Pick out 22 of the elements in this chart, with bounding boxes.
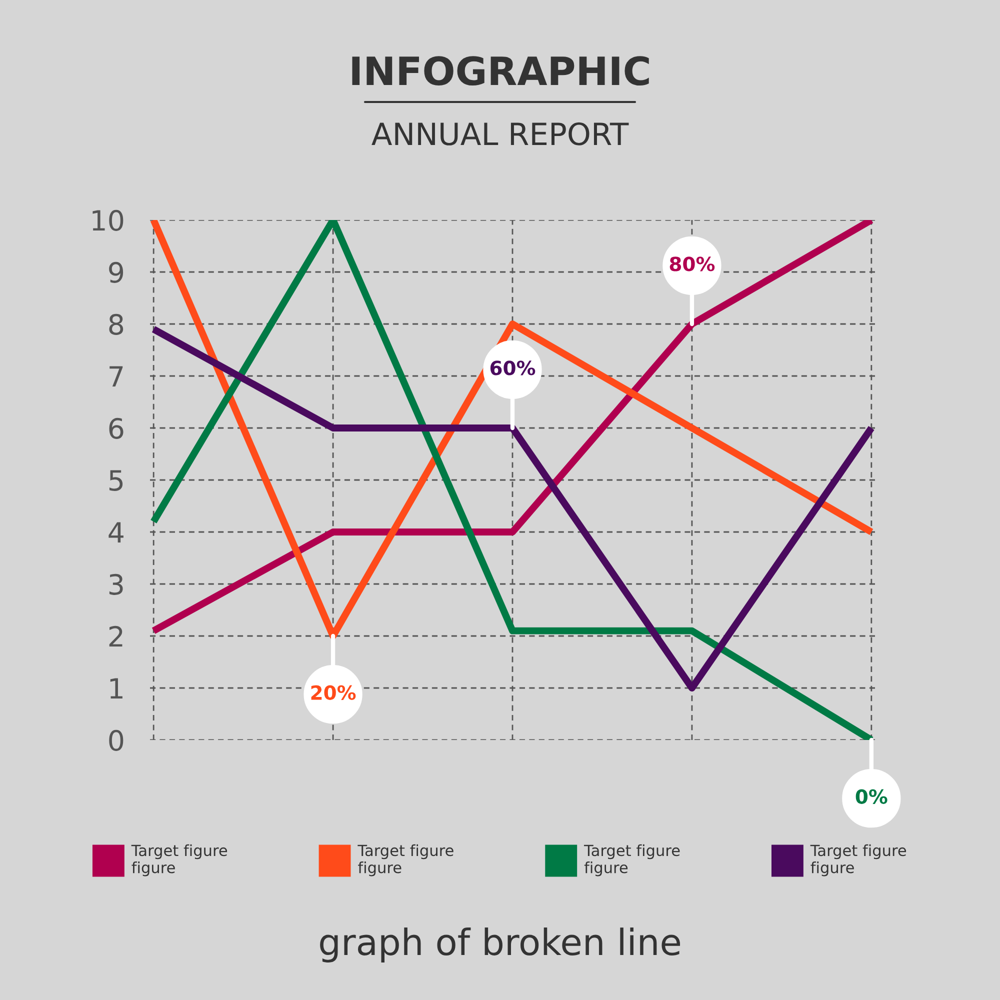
y-tick-label: 8: [109, 314, 124, 335]
y-tick-label: 9: [109, 262, 124, 283]
chart-subtitle: ANNUAL REPORT: [372, 122, 629, 146]
chart-title: INFOGRAPHIC: [352, 56, 649, 86]
y-tick-label: 7: [110, 366, 123, 387]
legend-label: Target figure figure: [358, 844, 454, 876]
annotation: 20%: [311, 685, 356, 700]
y-tick-label: 2: [109, 626, 122, 647]
annotation: 60%: [490, 360, 536, 376]
y-tick-label: 0: [109, 730, 124, 751]
y-tick-label: 3: [109, 574, 123, 595]
legend-label: Target figure figure: [810, 844, 906, 876]
y-tick-label: 5: [109, 470, 123, 491]
annotation: 0%: [856, 789, 888, 804]
legend-label: Target figure figure: [131, 844, 228, 876]
y-tick-label: 1: [110, 678, 122, 699]
y-tick-label: 10: [92, 210, 124, 231]
text: graph of broken line: [320, 928, 680, 963]
annotation: 80%: [670, 256, 715, 272]
y-tick-label: 6: [109, 418, 124, 439]
legend-label: Target figure figure: [584, 844, 680, 876]
y-tick-label: 4: [108, 522, 124, 543]
